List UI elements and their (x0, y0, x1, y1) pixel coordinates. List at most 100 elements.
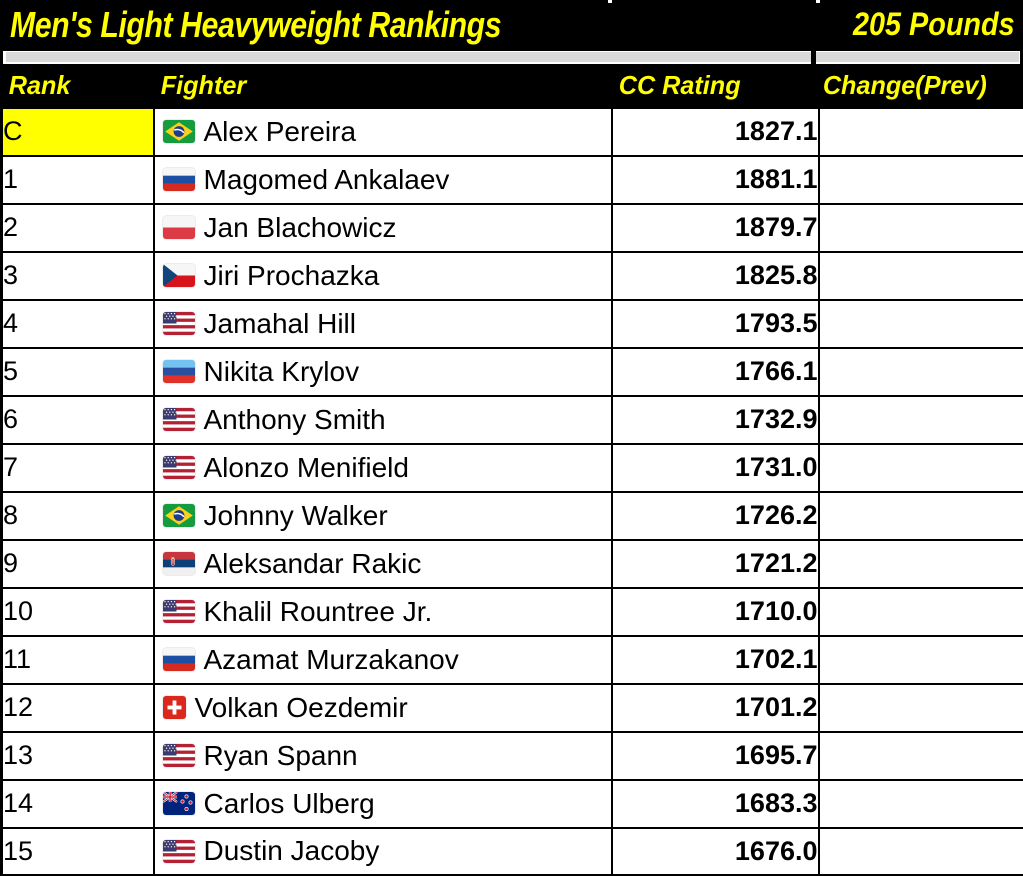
change-cell (817, 634, 1023, 685)
switzerland-flag-icon (162, 696, 186, 719)
russia-flag-icon (162, 648, 195, 671)
rating-cell: 1732.9 (610, 394, 820, 445)
fighter-cell: Alonzo Menifield (152, 442, 613, 493)
usa-flag-icon (162, 744, 195, 767)
grid-tick (816, 0, 820, 3)
fighter-name: Nikita Krylov (203, 355, 360, 387)
change-cell (817, 346, 1023, 397)
rank-cell: C (0, 106, 155, 157)
rank-cell: 2 (0, 202, 155, 253)
sheet-left-border (0, 51, 3, 64)
fighter-cell: Jamahal Hill (152, 298, 613, 349)
fighter-cell: Khalil Rountree Jr. (152, 586, 613, 637)
table-row: 1 Magomed Ankalaev 1881.1 (0, 154, 1023, 205)
fighter-name: Dustin Jacoby (203, 835, 380, 867)
fighter-cell: Anthony Smith (152, 394, 613, 445)
rank-cell: 4 (0, 298, 155, 349)
page-title: Men's Light Heavyweight Rankings (10, 3, 502, 45)
table-row: 11 Azamat Murzakanov 1702.1 (0, 634, 1023, 685)
fighter-name: Ryan Spann (203, 739, 358, 771)
table-row: 3 Jiri Prochazka 1825.8 (0, 250, 1023, 301)
newzealand-flag-icon (162, 792, 195, 815)
rank-cell: 6 (0, 394, 155, 445)
brazil-flag-icon (162, 120, 195, 144)
column-header-rating: CC Rating (618, 69, 741, 100)
change-cell (817, 586, 1023, 637)
table-row: 4 Jamahal Hill 1793.5 (0, 298, 1023, 349)
rank-cell: 15 (0, 826, 155, 876)
luhansk-flag-icon (162, 360, 195, 383)
fighter-name: Carlos Ulberg (203, 787, 375, 819)
rating-cell: 1731.0 (610, 442, 820, 493)
column-header-row: Rank Fighter CC Rating Change(Prev) (0, 64, 1023, 106)
rankings-table: C Alex Pereira 1827.1 1 Magomed Ankalaev… (0, 106, 1023, 876)
fighter-name: Magomed Ankalaev (203, 163, 450, 195)
fighter-cell: Volkan Oezdemir (152, 682, 613, 733)
fighter-name: Azamat Murzakanov (203, 643, 459, 675)
brazil-flag-icon (162, 504, 195, 527)
table-row: 8 Johnny Walker 1726.2 (0, 490, 1023, 541)
rating-cell: 1676.0 (610, 826, 820, 876)
fighter-name: Jiri Prochazka (203, 259, 380, 291)
spacer-segment (816, 52, 1019, 62)
fighter-name: Anthony Smith (203, 403, 386, 435)
fighter-cell: Jiri Prochazka (152, 250, 613, 301)
table-row: 2 Jan Blachowicz 1879.7 (0, 202, 1023, 253)
fighter-name: Alonzo Menifield (203, 451, 409, 483)
change-cell (817, 154, 1023, 205)
rating-cell: 1721.2 (610, 538, 820, 589)
fighter-cell: Dustin Jacoby (152, 826, 613, 876)
fighter-cell: Magomed Ankalaev (152, 154, 613, 205)
change-cell (817, 538, 1023, 589)
usa-flag-icon (162, 312, 195, 335)
change-cell (817, 730, 1023, 781)
change-cell (817, 106, 1023, 157)
change-cell (817, 394, 1023, 445)
table-row: 15 Dustin Jacoby 1676.0 (0, 826, 1023, 876)
change-cell (817, 298, 1023, 349)
fighter-cell: Nikita Krylov (152, 346, 613, 397)
fighter-cell: Aleksandar Rakic (152, 538, 613, 589)
fighter-cell: Johnny Walker (152, 490, 613, 541)
rank-cell: 5 (0, 346, 155, 397)
serbia-flag-icon (162, 552, 195, 575)
rank-cell: 13 (0, 730, 155, 781)
usa-flag-icon (162, 408, 195, 431)
change-cell (817, 202, 1023, 253)
sheet-right-border (1020, 51, 1023, 64)
rank-cell: 11 (0, 634, 155, 685)
fighter-cell: Azamat Murzakanov (152, 634, 613, 685)
rating-cell: 1695.7 (610, 730, 820, 781)
rank-cell: 14 (0, 778, 155, 829)
rating-cell: 1879.7 (610, 202, 820, 253)
change-cell (817, 250, 1023, 301)
change-cell (817, 826, 1023, 876)
change-cell (817, 442, 1023, 493)
column-header-change: Change(Prev) (822, 69, 987, 100)
fighter-cell: Alex Pereira (152, 106, 613, 157)
change-cell (817, 490, 1023, 541)
spacer-segment (6, 52, 811, 62)
rating-cell: 1683.3 (610, 778, 820, 829)
rank-cell: 3 (0, 250, 155, 301)
table-row: 10 Khalil Rountree Jr. 1710.0 (0, 586, 1023, 637)
fighter-cell: Carlos Ulberg (152, 778, 613, 829)
title-bar: Men's Light Heavyweight Rankings 205 Pou… (0, 0, 1023, 51)
rank-cell: 7 (0, 442, 155, 493)
rating-cell: 1793.5 (610, 298, 820, 349)
usa-flag-icon (162, 839, 195, 863)
change-cell (817, 778, 1023, 829)
usa-flag-icon (162, 456, 195, 479)
rank-cell: 1 (0, 154, 155, 205)
table-row: 12 Volkan Oezdemir 1701.2 (0, 682, 1023, 733)
table-row: 13 Ryan Spann 1695.7 (0, 730, 1023, 781)
table-row: 5 Nikita Krylov 1766.1 (0, 346, 1023, 397)
rating-cell: 1825.8 (610, 250, 820, 301)
fighter-name: Khalil Rountree Jr. (203, 595, 433, 627)
poland-flag-icon (162, 216, 195, 239)
rank-cell: 12 (0, 682, 155, 733)
fighter-name: Aleksandar Rakic (203, 547, 422, 579)
fighter-name: Alex Pereira (203, 115, 357, 147)
rating-cell: 1881.1 (610, 154, 820, 205)
